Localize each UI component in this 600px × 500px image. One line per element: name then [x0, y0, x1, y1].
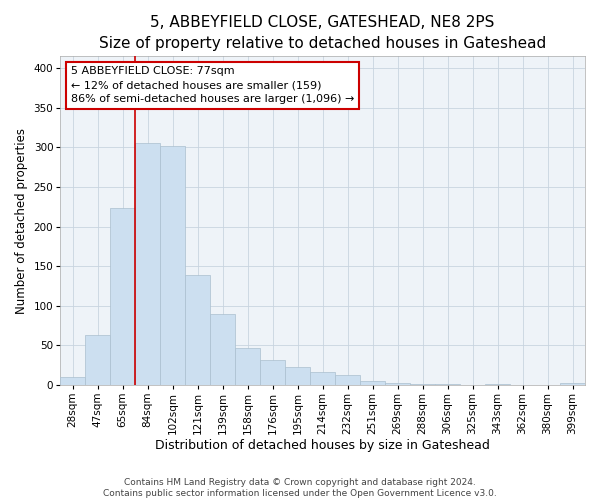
Bar [185, 275, 210, 385]
Bar [110, 208, 135, 385]
Bar [335, 374, 360, 385]
Title: 5, ABBEYFIELD CLOSE, GATESHEAD, NE8 2PS
Size of property relative to detached ho: 5, ABBEYFIELD CLOSE, GATESHEAD, NE8 2PS … [99, 15, 546, 51]
Text: 5 ABBEYFIELD CLOSE: 77sqm
← 12% of detached houses are smaller (159)
86% of semi: 5 ABBEYFIELD CLOSE: 77sqm ← 12% of detac… [71, 66, 354, 104]
Bar [385, 384, 410, 385]
Bar [60, 377, 85, 385]
Bar [235, 348, 260, 385]
X-axis label: Distribution of detached houses by size in Gateshead: Distribution of detached houses by size … [155, 440, 490, 452]
Bar [360, 381, 385, 385]
Text: Contains HM Land Registry data © Crown copyright and database right 2024.
Contai: Contains HM Land Registry data © Crown c… [103, 478, 497, 498]
Bar [285, 366, 310, 385]
Bar [85, 335, 110, 385]
Bar [135, 144, 160, 385]
Bar [435, 384, 460, 385]
Bar [260, 360, 285, 385]
Bar [210, 314, 235, 385]
Bar [560, 384, 585, 385]
Bar [310, 372, 335, 385]
Bar [160, 146, 185, 385]
Y-axis label: Number of detached properties: Number of detached properties [15, 128, 28, 314]
Bar [410, 384, 435, 385]
Bar [485, 384, 510, 385]
